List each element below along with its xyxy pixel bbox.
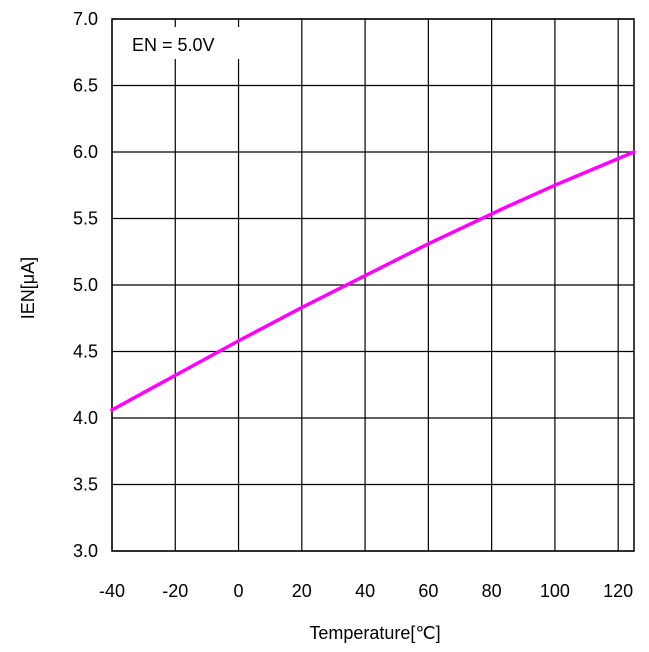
x-tick-label: 100 [540, 581, 570, 601]
y-tick-label: 5.0 [73, 275, 98, 295]
y-tick-label: 5.5 [73, 209, 98, 229]
annotation-label: EN = 5.0V [132, 35, 215, 55]
y-tick-label: 7.0 [73, 9, 98, 29]
y-tick-label: 6.5 [73, 76, 98, 96]
series-line [110, 150, 636, 412]
grid-lines [111, 18, 634, 552]
x-tick-label: 0 [234, 581, 244, 601]
x-tick-label: 20 [292, 581, 312, 601]
x-tick-label: -20 [162, 581, 188, 601]
x-tick-label: 60 [418, 581, 438, 601]
y-tick-label: 4.5 [73, 342, 98, 362]
y-tick-label: 4.0 [73, 408, 98, 428]
y-tick-label: 3.5 [73, 475, 98, 495]
annotation-box [122, 27, 250, 59]
x-tick-label: 40 [355, 581, 375, 601]
y-tick-label: 6.0 [73, 142, 98, 162]
x-tick-label: 80 [482, 581, 502, 601]
series-layer [110, 150, 636, 412]
x-tick-label: -40 [99, 581, 125, 601]
x-axis-ticks: -40 -20 0 20 40 60 80 100 120 [99, 581, 633, 601]
plot-area-frame [111, 18, 635, 552]
x-axis-label: Temperature[℃] [309, 623, 440, 643]
y-tick-label: 3.0 [73, 541, 98, 561]
y-axis-ticks: 3.0 3.5 4.0 4.5 5.0 5.5 6.0 6.5 7.0 [73, 9, 98, 561]
y-axis-label: IEN[μA] [18, 257, 38, 319]
x-tick-label: 120 [603, 581, 633, 601]
